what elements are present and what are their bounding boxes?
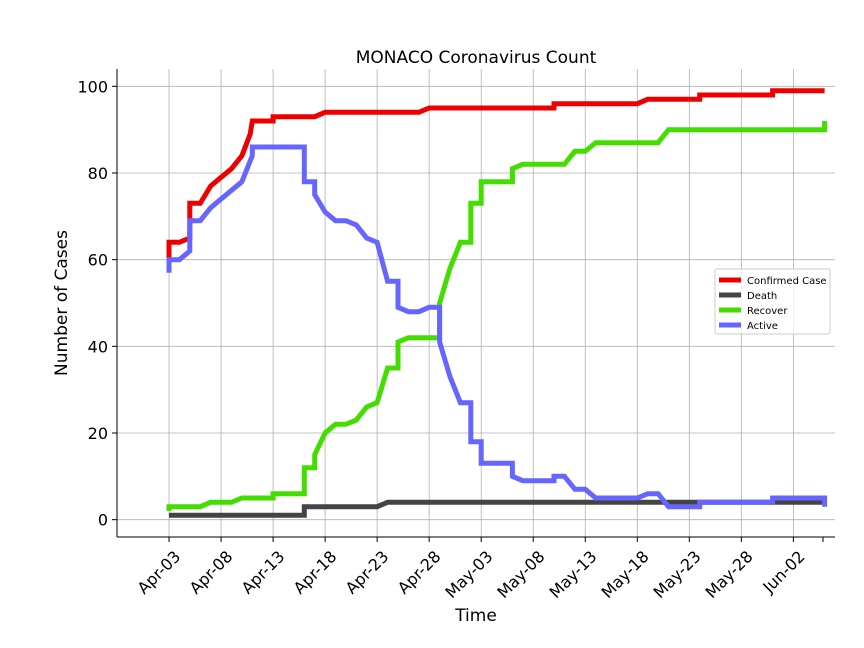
y-tick-label: 20 xyxy=(88,424,108,443)
legend-box xyxy=(714,268,831,335)
y-tick-label: 100 xyxy=(77,77,108,96)
series-line-death xyxy=(169,499,825,518)
x-tick-label: May-28 xyxy=(702,547,757,602)
x-tick-label: Apr-08 xyxy=(186,547,237,598)
x-tick-label: Apr-28 xyxy=(394,547,445,598)
axes xyxy=(116,69,835,538)
legend-label: Active xyxy=(747,321,778,332)
series-line-confirmed-case xyxy=(166,88,825,260)
chart-title: MONACO Coronavirus Count xyxy=(356,48,597,68)
legend-label: Confirmed Case xyxy=(747,276,827,287)
x-tick-label: Apr-18 xyxy=(290,547,341,598)
x-tick-label: May-18 xyxy=(597,547,652,602)
x-tick-label: Jun-02 xyxy=(758,547,808,597)
x-tick-label: Apr-03 xyxy=(134,547,185,598)
x-tick-label: May-23 xyxy=(650,547,705,602)
y-tick-label: 40 xyxy=(88,337,108,356)
x-tick-label: May-13 xyxy=(545,547,600,602)
y-tick-label: 80 xyxy=(88,164,108,183)
y-tick-label: 60 xyxy=(88,251,108,270)
x-axis-label: Time xyxy=(454,606,497,626)
y-ticks: 0 20 40 60 80 100 xyxy=(77,77,117,530)
legend-label: Death xyxy=(747,291,777,302)
x-tick-label: May-08 xyxy=(493,547,548,602)
y-axis-label: Number of Cases xyxy=(52,230,72,376)
series-line-active xyxy=(166,144,828,510)
legend-label: Recover xyxy=(747,306,788,317)
x-ticks: Apr-03 Apr-08 Apr-13 Apr-18 Apr-23 Apr-28May-… xyxy=(134,537,824,602)
y-tick-label: 0 xyxy=(98,511,108,530)
x-tick-label: Apr-13 xyxy=(238,547,289,598)
series-lines xyxy=(166,88,828,518)
x-tick-label: May-03 xyxy=(441,547,496,602)
series-line-recover xyxy=(166,121,828,511)
legend: Confirmed Case Death Recover Active xyxy=(714,268,831,335)
x-tick-label: Apr-23 xyxy=(342,547,393,598)
